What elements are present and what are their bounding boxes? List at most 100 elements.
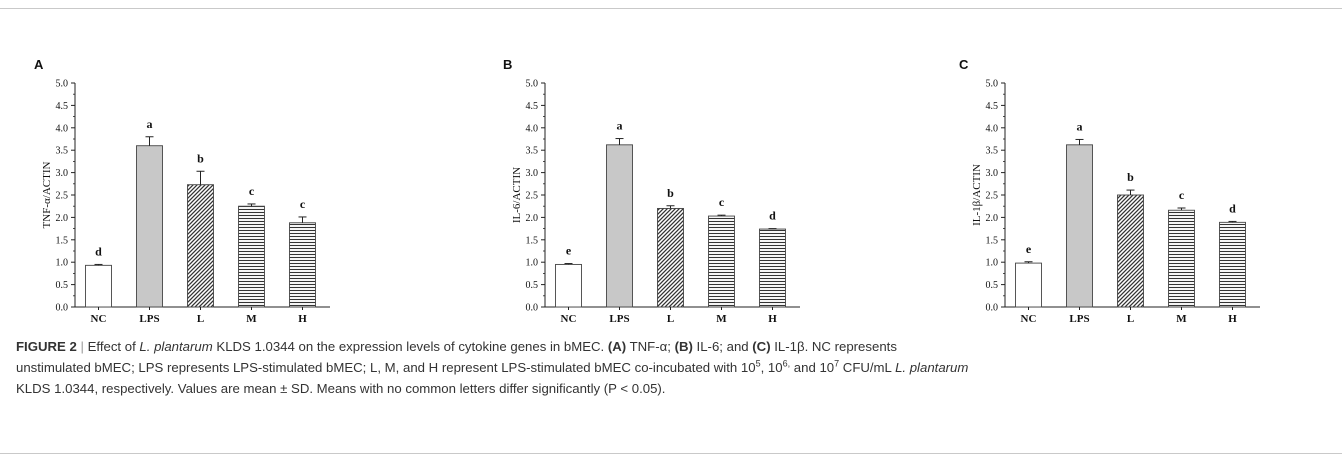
caption-exponent: 7	[834, 358, 840, 369]
x-tick-label: H	[768, 313, 777, 322]
significance-letter: d	[1229, 201, 1236, 215]
caption-text: Effect of	[87, 339, 140, 354]
y-tick-label: 0.0	[56, 303, 69, 314]
y-tick-label: 3.5	[526, 146, 539, 157]
bar-nc	[555, 263, 582, 308]
significance-letter: b	[197, 151, 204, 165]
caption-text: , 10	[760, 360, 783, 375]
bar-m	[708, 215, 735, 308]
panel-letter-c: C	[959, 57, 969, 72]
x-tick-label: LPS	[609, 313, 629, 322]
significance-letter: a	[1077, 119, 1083, 133]
significance-letter: e	[1026, 242, 1032, 256]
panel-letter-a: A	[34, 57, 44, 72]
x-tick-label: M	[246, 313, 257, 322]
significance-letter: b	[667, 186, 674, 200]
x-tick-label: L	[1127, 313, 1134, 322]
caption-line-3: KLDS 1.0344, respectively. Values are me…	[16, 378, 1336, 399]
caption-species: L. plantarum	[895, 360, 969, 375]
y-tick-label: 2.5	[56, 191, 69, 202]
caption-panel-a: (A)	[607, 339, 627, 354]
caption-line-2: unstimulated bMEC; LPS represents LPS-st…	[16, 357, 1336, 378]
caption-figure-label: FIGURE 2	[16, 339, 77, 354]
x-tick-label: M	[716, 313, 727, 322]
y-tick-label: 3.5	[986, 146, 999, 157]
y-tick-label: 3.5	[56, 146, 69, 157]
bar-nc	[85, 264, 112, 308]
y-axis-label: IL-1β/ACTIN	[971, 164, 983, 226]
significance-letter: b	[1127, 170, 1134, 184]
caption-text: KLDS 1.0344, respectively. Values are me…	[16, 381, 666, 396]
y-axis-label: TNF-α/ACTIN	[41, 162, 53, 229]
chart-panel-a: A 0.0 0.5 1.0 1.5 2.0 2.5 3.0 3.5 4.0 4.5 5.0 TNF-α…	[30, 52, 330, 325]
significance-letter: c	[300, 197, 306, 211]
y-tick-label: 1.0	[56, 258, 69, 269]
il6-chart: 0.0 0.5 1.0 1.5 2.0 2.5 3.0 3.5 4.0 4.5 5.0 IL-6/AC…	[511, 79, 800, 325]
bar-lps	[606, 144, 633, 308]
y-tick-label: 3.0	[56, 168, 69, 179]
bar-l	[187, 184, 214, 308]
bar-h	[759, 228, 786, 308]
x-tick-label: LPS	[1069, 313, 1089, 322]
bar-l	[1117, 194, 1144, 308]
y-tick-label: 1.5	[526, 235, 539, 246]
y-tick-label: 1.0	[986, 258, 999, 269]
chart-panel-b: B 0.0 0.5 1.0 1.5 2.0 2.5 3.0 3.5 4.0 4.5 5.0 IL-6/…	[500, 52, 800, 325]
bar-h	[1219, 221, 1246, 308]
y-tick-label: 5.0	[526, 79, 539, 90]
y-tick-label: 4.0	[986, 123, 999, 134]
bar-lps	[136, 145, 163, 308]
caption-text: IL-6; and	[692, 339, 753, 354]
bar-l	[657, 207, 684, 308]
significance-letter: c	[719, 195, 725, 209]
tnf-alpha-chart: 0.0 0.5 1.0 1.5 2.0 2.5 3.0 3.5 4.0 4.5 5.0 TNF-α/A…	[41, 79, 330, 325]
y-axis-label: IL-6/ACTIN	[511, 167, 523, 223]
bar-lps	[1066, 144, 1093, 308]
x-tick-label: H	[298, 313, 307, 322]
y-tick-label: 0.0	[526, 303, 539, 314]
y-tick-label: 4.5	[56, 101, 69, 112]
y-tick-label: 1.5	[986, 235, 999, 246]
y-tick-label: 5.0	[986, 79, 999, 90]
y-tick-label: 3.0	[526, 168, 539, 179]
caption-text: and 10	[790, 360, 835, 375]
caption-text: KLDS 1.0344 on the expression levels of …	[212, 339, 608, 354]
y-tick-label: 4.0	[56, 123, 69, 134]
bar-nc	[1015, 262, 1042, 308]
significance-letter: d	[95, 244, 102, 258]
caption-text: CFU/mL	[839, 360, 896, 375]
x-tick-label: H	[1228, 313, 1237, 322]
y-tick-label: 2.0	[526, 213, 539, 224]
caption-panel-c: (C)	[752, 339, 771, 354]
caption-line-1: FIGURE 2 | Effect of L. plantarum KLDS 1…	[16, 336, 1336, 357]
panel-letter-b: B	[503, 57, 513, 72]
caption-text: IL-1β. NC represents	[770, 339, 897, 354]
y-tick-label: 2.0	[986, 213, 999, 224]
caption-species: L. plantarum	[139, 339, 213, 354]
x-tick-label: LPS	[139, 313, 159, 322]
bar-m	[238, 205, 265, 308]
y-tick-label: 3.0	[986, 168, 999, 179]
x-tick-label: L	[197, 313, 204, 322]
chart-panel-c: C 0.0 0.5 1.0 1.5 2.0 2.5 3.0 3.5 4.0 4.5 5.0 IL-1β…	[959, 52, 1260, 325]
significance-letter: a	[147, 117, 153, 131]
y-tick-label: 1.5	[56, 235, 69, 246]
caption-exponent: 5	[755, 358, 761, 369]
significance-letter: c	[249, 184, 255, 198]
caption-panel-b: (B)	[674, 339, 693, 354]
y-tick-label: 0.5	[986, 280, 999, 291]
caption-text: TNF-α;	[626, 339, 675, 354]
caption-exponent: 6,	[782, 358, 791, 369]
bar-h	[289, 222, 316, 308]
y-tick-label: 2.5	[526, 191, 539, 202]
y-tick-label: 4.0	[526, 123, 539, 134]
caption-text: unstimulated bMEC; LPS represents LPS-st…	[16, 360, 756, 375]
significance-letter: c	[1179, 188, 1185, 202]
figure-frame	[0, 8, 1342, 454]
y-tick-label: 5.0	[56, 79, 69, 90]
x-tick-label: NC	[91, 313, 107, 322]
figure-caption: FIGURE 2 | Effect of L. plantarum KLDS 1…	[16, 336, 1336, 399]
significance-letter: d	[769, 209, 776, 223]
y-tick-label: 2.0	[56, 213, 69, 224]
y-tick-label: 4.5	[986, 101, 999, 112]
